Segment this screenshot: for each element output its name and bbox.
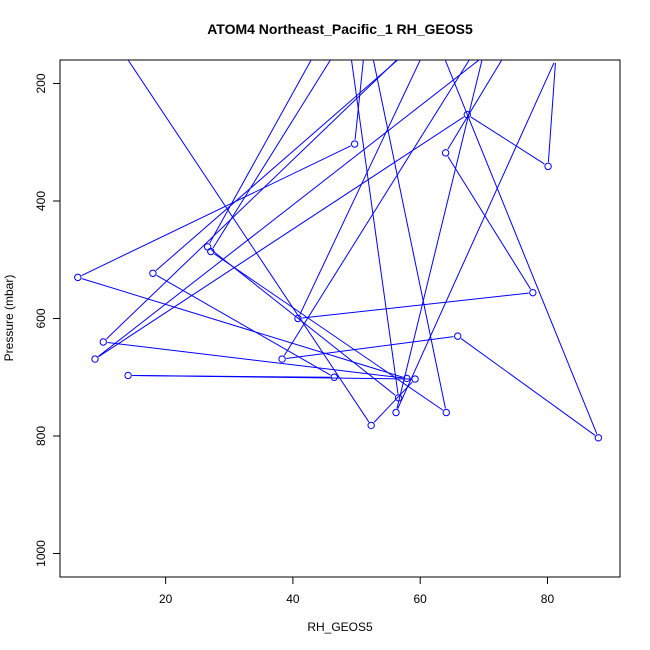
y-tick-label: 200 [34,73,48,93]
series-segment [286,336,454,359]
series-segment [156,274,331,376]
data-point [403,374,411,383]
series-segment [98,60,480,357]
x-tick-label: 80 [541,592,555,606]
y-tick-label: 1000 [34,540,48,567]
series-segment [299,60,421,315]
series-segment [373,381,413,423]
series-segment [396,60,483,409]
data-point [74,273,82,282]
data-point [392,408,400,417]
series-segment [81,145,352,277]
x-tick-label: 60 [414,592,428,606]
y-tick-label: 800 [34,426,48,446]
data-point [442,408,450,417]
series-segment [132,375,411,380]
series-segment [302,292,529,319]
x-axis: 20 40 60 80 [159,576,555,606]
data-point [278,355,286,363]
data-point [124,371,132,380]
data-point [594,434,603,442]
series-segment [444,60,598,435]
data-point [149,269,157,277]
y-axis-label: Pressure (mbar) [2,275,16,362]
data-point [529,288,537,297]
series-segment [81,278,403,378]
series-segment [470,116,545,165]
y-tick-label: 600 [34,308,48,328]
series-layer [74,60,603,442]
chart-title: ATOM4 Northeast_Pacific_1 RH_GEOS5 [207,21,473,37]
x-axis-label: RH_GEOS5 [307,620,373,634]
series-segment [105,60,398,340]
series-segment [98,116,465,358]
data-point [454,332,462,340]
series-segment [460,338,596,436]
data-point [367,421,375,430]
data-point [544,162,552,171]
y-axis: 200 400 600 800 1000 [34,73,61,567]
series-segment [447,156,532,290]
data-point [91,355,99,363]
series-segment [214,253,444,411]
series-segment [107,342,403,379]
series-segment [283,60,470,356]
series-segment [350,60,399,394]
series-segment [547,62,556,163]
data-point [394,394,403,402]
data-point [207,247,215,256]
series-segment [209,60,312,244]
series-segment [354,60,364,140]
series-segment [127,60,370,423]
data-point [350,140,359,148]
data-point [330,373,338,381]
series-segment [372,60,446,409]
data-point [294,314,302,323]
y-tick-label: 400 [34,191,48,211]
data-point [441,149,450,157]
series-segment [212,60,331,249]
series-segment [155,60,399,271]
x-tick-label: 40 [286,592,300,606]
plot-frame [59,59,621,578]
series-segment [397,62,555,409]
x-tick-label: 20 [159,592,173,606]
series-segment [447,60,503,150]
data-point [99,338,107,346]
data-point [463,110,471,119]
data-point [203,243,212,251]
data-point [411,375,419,383]
